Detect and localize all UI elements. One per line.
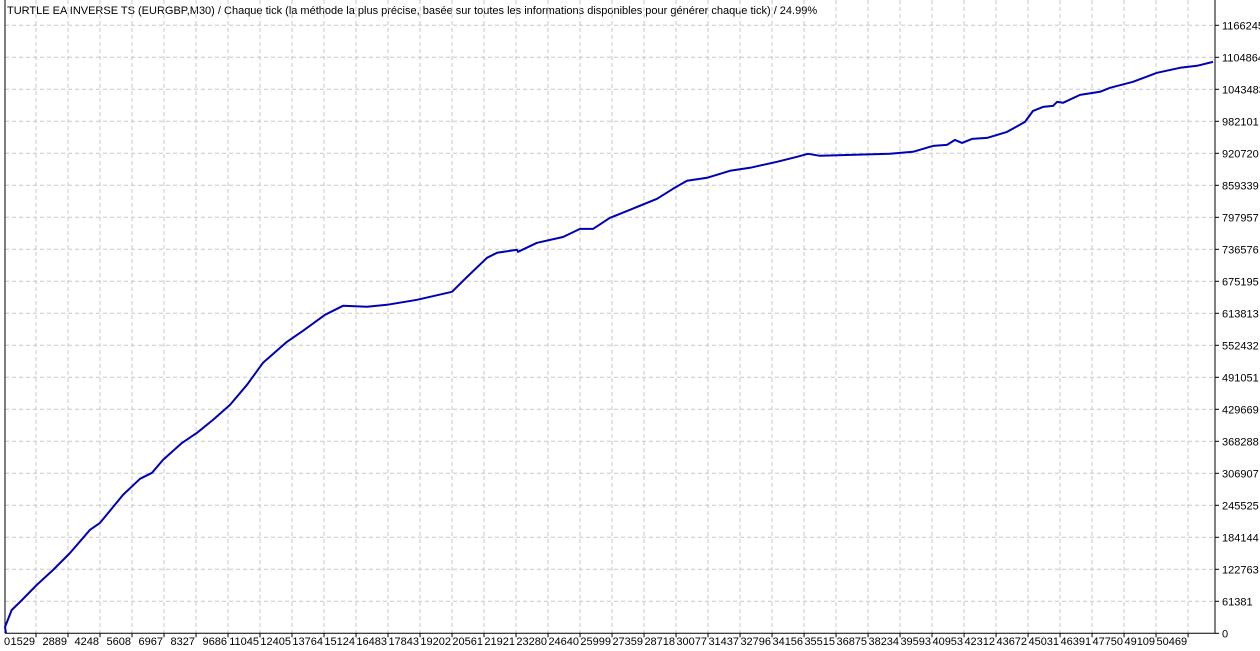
x-tick-label: 6967 — [139, 636, 163, 648]
x-tick-label: 2889 — [43, 636, 67, 648]
x-tick-label: 49109 — [1124, 636, 1155, 648]
y-tick-label: 797957 — [1222, 212, 1259, 224]
x-tick-label: 1529 — [11, 636, 35, 648]
x-tick-label: 17843 — [388, 636, 419, 648]
x-tick-label: 24640 — [548, 636, 579, 648]
x-tick-label: 47750 — [1092, 636, 1123, 648]
y-tick-label: 920720 — [1222, 148, 1259, 160]
x-tick-label: 32796 — [740, 636, 771, 648]
y-tick-label: 0 — [1222, 628, 1228, 640]
x-tick-label: 25999 — [580, 636, 611, 648]
y-axis-labels: 0 61381 122763 184144 245525 306907 368288 4296… — [1222, 20, 1260, 640]
x-tick-label: 12405 — [260, 636, 291, 648]
x-tick-label: 4248 — [75, 636, 99, 648]
axes — [4, 0, 1219, 638]
y-tick-label: 1104864 — [1222, 52, 1260, 64]
x-tick-label: 23280 — [516, 636, 547, 648]
x-tick-label: 46391 — [1060, 636, 1091, 648]
y-tick-label: 613813 — [1222, 308, 1259, 320]
y-tick-label: 982101 — [1222, 116, 1259, 128]
x-tick-label: 20561 — [452, 636, 483, 648]
y-tick-label: 306907 — [1222, 468, 1259, 480]
x-tick-label: 13764 — [292, 636, 323, 648]
x-tick-label: 9686 — [203, 636, 227, 648]
x-tick-label: 42312 — [964, 636, 995, 648]
x-tick-label: 43672 — [996, 636, 1027, 648]
x-tick-label: 40953 — [932, 636, 963, 648]
x-tick-label: 0 — [4, 636, 10, 648]
x-tick-label: 34156 — [772, 636, 803, 648]
x-tick-label: 19202 — [420, 636, 451, 648]
x-tick-label: 50469 — [1156, 636, 1187, 648]
x-axis-labels: 0 1529 2889 4248 5608 6967 8327 9686 11045 12405 1… — [4, 636, 1187, 648]
y-tick-label: 491051 — [1222, 372, 1259, 384]
y-tick-label: 1166245 — [1222, 20, 1260, 32]
x-tick-label: 36875 — [836, 636, 867, 648]
x-tick-label: 15124 — [324, 636, 355, 648]
x-tick-label: 30077 — [676, 636, 707, 648]
x-tick-label: 27359 — [612, 636, 643, 648]
y-tick-label: 552432 — [1222, 340, 1259, 352]
y-tick-label: 675195 — [1222, 276, 1259, 288]
x-tick-label: 5608 — [107, 636, 131, 648]
y-tick-label: 429669 — [1222, 404, 1259, 416]
x-tick-label: 38234 — [868, 636, 899, 648]
x-tick-label: 31437 — [708, 636, 739, 648]
y-tick-label: 368288 — [1222, 436, 1259, 448]
x-tick-label: 8327 — [171, 636, 195, 648]
y-tick-label: 61381 — [1222, 596, 1253, 608]
chart-title: TURTLE EA INVERSE TS (EURGBP,M30) / Chaq… — [7, 5, 818, 17]
y-tick-label: 122763 — [1222, 564, 1259, 576]
x-tick-label: 39593 — [900, 636, 931, 648]
equity-line — [4, 60, 1214, 634]
x-tick-label: 21921 — [484, 636, 515, 648]
grid — [5, 0, 1215, 634]
x-tick-label: 35515 — [804, 636, 835, 648]
x-tick-label: 28718 — [644, 636, 675, 648]
x-tick-label: 16483 — [356, 636, 387, 648]
x-tick-label: 45031 — [1028, 636, 1059, 648]
y-tick-label: 736576 — [1222, 244, 1259, 256]
x-tick-label: 11045 — [229, 636, 259, 648]
y-tick-label: 245525 — [1222, 500, 1259, 512]
y-tick-label: 1043483 — [1222, 84, 1260, 96]
y-tick-label: 859339 — [1222, 180, 1259, 192]
y-tick-label: 184144 — [1222, 532, 1259, 544]
